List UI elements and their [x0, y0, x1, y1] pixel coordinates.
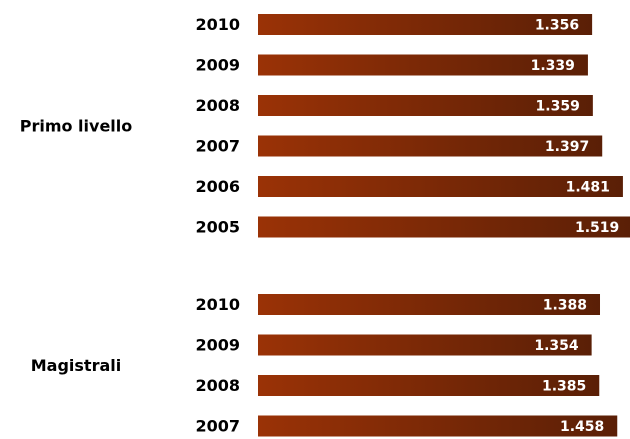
bar [258, 14, 593, 35]
data-label: 1.458 [560, 419, 604, 435]
data-label: 1.385 [542, 379, 586, 395]
year-tick-label: 2008 [195, 96, 240, 115]
bar [258, 135, 603, 157]
bar [258, 176, 623, 197]
year-tick-label: 2005 [195, 218, 240, 237]
year-tick-label: 2007 [195, 137, 240, 156]
group-label: Primo livello [20, 116, 133, 135]
data-label: 1.388 [543, 298, 587, 314]
bar [258, 95, 593, 116]
year-tick-label: 2010 [195, 15, 240, 34]
data-label: 1.339 [531, 58, 575, 74]
bar [258, 216, 630, 238]
year-tick-label: 2009 [195, 336, 240, 355]
data-label: 1.397 [545, 139, 589, 155]
bar [258, 375, 600, 396]
year-tick-label: 2006 [195, 177, 240, 196]
bar-group-2: 2010 1.388 2009 1.354 2008 1.385 2007 1.458 Magi… [31, 294, 618, 437]
year-tick-label: 2008 [195, 376, 240, 395]
bar [258, 54, 588, 76]
bar-group-1: 2010 1.356 2009 1.339 2008 1.359 2007 1.397 2006… [20, 14, 630, 238]
year-tick-label: 2007 [195, 417, 240, 436]
bar [258, 294, 601, 315]
year-tick-label: 2010 [195, 295, 240, 314]
group-label: Magistrali [31, 356, 121, 375]
data-label: 1.519 [575, 220, 619, 236]
data-label: 1.359 [536, 99, 580, 115]
data-label: 1.356 [535, 18, 579, 34]
bar [258, 334, 592, 356]
bar [258, 415, 618, 437]
data-label: 1.481 [566, 180, 610, 196]
year-tick-label: 2009 [195, 56, 240, 75]
data-label: 1.354 [534, 338, 579, 354]
